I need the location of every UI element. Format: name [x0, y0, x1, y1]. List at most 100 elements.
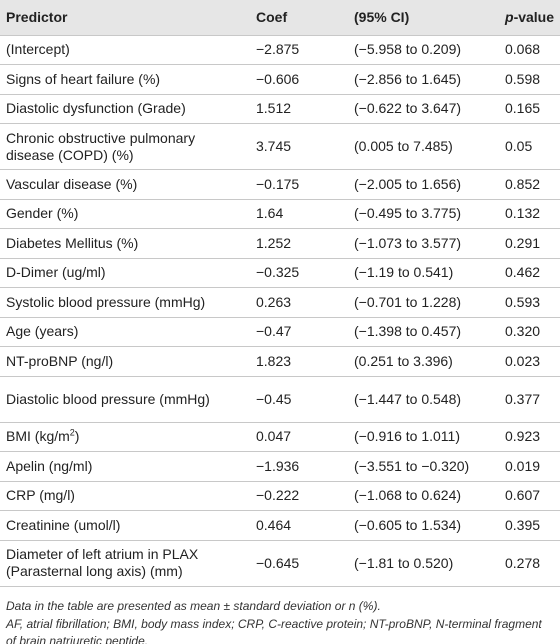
footnote-abbreviations: AF, atrial fibrillation; BMI, body mass …	[6, 616, 542, 644]
table-row: Age (years) −0.47 (−1.398 to 0.457) 0.320	[0, 317, 560, 347]
cell-coef: −0.222	[256, 487, 300, 504]
cell-predictor: Diameter of left atrium in PLAX (Paraste…	[0, 540, 237, 586]
cell-coef: −0.325	[256, 264, 300, 281]
table-row: BMI (kg/m2) 0.047 (−0.916 to 1.011) 0.923	[0, 422, 560, 452]
table-row: Diastolic blood pressure (mmHg) −0.45 (−1.…	[0, 376, 560, 422]
header-pvalue-p: p	[505, 9, 514, 26]
cell-ci: (−1.398 to 0.457)	[354, 323, 462, 340]
predictor-text: Age (years)	[6, 323, 79, 340]
cell-coef: 0.047	[256, 428, 292, 445]
predictor-text: Vascular disease (%)	[6, 175, 138, 192]
predictor-text: Diabetes Mellitus (%)	[6, 234, 139, 251]
table-row: Creatinine (umol/l) 0.464 (−0.605 to 1.534…	[0, 510, 560, 541]
cell-ci: (−0.701 to 1.228)	[354, 293, 462, 310]
cell-pvalue: 0.593	[505, 293, 541, 310]
table-body: (Intercept) −2.875 (−5.958 to 0.209) 0.068 S…	[0, 35, 560, 586]
predictor-text: Apelin (ng/ml)	[6, 457, 93, 474]
header-pvalue: p-value	[488, 0, 560, 35]
cell-coef: 3.745	[256, 138, 292, 154]
cell-coef: 1.823	[256, 352, 292, 369]
cell-ci: (−0.495 to 3.775)	[354, 205, 462, 222]
cell-ci: (−5.958 to 0.209)	[354, 41, 462, 58]
cell-ci: (−2.856 to 1.645)	[354, 70, 462, 87]
cell-pvalue: 0.023	[505, 352, 541, 369]
table-row: (Intercept) −2.875 (−5.958 to 0.209) 0.068	[0, 35, 560, 65]
predictor-text: Creatinine (umol/l)	[6, 516, 121, 533]
cell-predictor: Systolic blood pressure (mmHg)	[0, 288, 237, 318]
cell-ci: (−1.19 to 0.541)	[354, 264, 454, 281]
predictor-text: Signs of heart failure (%)	[6, 70, 161, 87]
cell-coef: −0.45	[256, 390, 292, 407]
cell-pvalue: 0.05	[505, 138, 533, 154]
table-row: Apelin (ng/ml) −1.936 (−3.551 to −0.320) 0.…	[0, 451, 560, 482]
cell-pvalue: 0.165	[505, 100, 541, 117]
cell-predictor: Signs of heart failure (%)	[0, 65, 237, 95]
table-row: Diabetes Mellitus (%) 1.252 (−1.073 to 3.5…	[0, 228, 560, 259]
cell-pvalue: 0.607	[505, 487, 541, 504]
cell-pvalue: 0.320	[505, 323, 541, 340]
cell-coef: 1.64	[256, 205, 284, 222]
predictor-superscript: 2	[69, 427, 75, 438]
cell-ci: (−1.068 to 0.624)	[354, 487, 462, 504]
header-pvalue-suffix: -value	[513, 9, 555, 26]
cell-predictor: D-Dimer (ug/ml)	[0, 258, 237, 288]
predictor-text: Diameter of left atrium in PLAX (Paraste…	[6, 546, 199, 579]
predictor-text: Gender (%)	[6, 205, 79, 222]
cell-pvalue: 0.395	[505, 516, 541, 533]
cell-predictor: Diastolic blood pressure (mmHg)	[0, 376, 237, 422]
cell-ci: (−3.551 to −0.320)	[354, 457, 470, 474]
cell-ci: (−1.073 to 3.577)	[354, 234, 462, 251]
cell-ci: (−1.81 to 0.520)	[354, 554, 454, 571]
table-row: Diastolic dysfunction (Grade) 1.512 (−0.62…	[0, 94, 560, 124]
table-row: Chronic obstructive pulmonary disease (C…	[0, 123, 560, 170]
table-row: NT-proBNP (ng/l) 1.823 (0.251 to 3.396) 0.0…	[0, 346, 560, 377]
cell-predictor: Creatinine (umol/l)	[0, 511, 237, 541]
predictor-text: CRP (mg/l)	[6, 487, 75, 504]
table-row: Gender (%) 1.64 (−0.495 to 3.775) 0.132	[0, 199, 560, 229]
cell-ci: (−0.916 to 1.011)	[354, 428, 460, 445]
footnote-data-format: Data in the table are presented as mean …	[6, 598, 381, 613]
cell-ci: (0.005 to 7.485)	[354, 138, 453, 154]
table-row: D-Dimer (ug/ml) −0.325 (−1.19 to 0.541) 0.4…	[0, 258, 560, 288]
cell-coef: 0.263	[256, 293, 292, 310]
predictor-text: BMI (kg/m	[6, 428, 70, 445]
table-row: Vascular disease (%) −0.175 (−2.005 to 1.6…	[0, 169, 560, 200]
table-row: Signs of heart failure (%) −0.606 (−2.856 …	[0, 64, 560, 95]
cell-pvalue: 0.019	[505, 457, 541, 474]
predictor-text: Systolic blood pressure (mmHg)	[6, 293, 206, 310]
cell-ci: (−1.447 to 0.548)	[354, 390, 462, 407]
cell-predictor: Apelin (ng/ml)	[0, 452, 237, 482]
cell-pvalue: 0.278	[505, 554, 541, 571]
predictor-text: Diastolic dysfunction (Grade)	[6, 100, 186, 117]
cell-coef: −0.606	[256, 70, 300, 87]
cell-pvalue: 0.598	[505, 70, 541, 87]
cell-pvalue: 0.377	[505, 390, 541, 407]
cell-predictor: Gender (%)	[0, 199, 237, 229]
cell-ci: (−0.605 to 1.534)	[354, 516, 462, 533]
table-row: CRP (mg/l) −0.222 (−1.068 to 0.624) 0.607	[0, 481, 560, 511]
predictor-text: Diastolic blood pressure (mmHg)	[6, 390, 210, 407]
cell-predictor: NT-proBNP (ng/l)	[0, 347, 237, 377]
cell-coef: −1.936	[256, 457, 300, 474]
predictor-text: D-Dimer (ug/ml)	[6, 264, 106, 281]
predictor-tail: )	[74, 428, 80, 445]
table-footnotes: Data in the table are presented as mean …	[0, 587, 560, 644]
predictor-text: Chronic obstructive pulmonary disease (C…	[6, 129, 196, 163]
cell-pvalue: 0.291	[505, 234, 541, 251]
cell-pvalue: 0.852	[505, 175, 541, 192]
predictor-text: NT-proBNP (ng/l)	[6, 352, 114, 369]
cell-predictor: Age (years)	[0, 317, 237, 347]
cell-predictor: CRP (mg/l)	[0, 481, 237, 511]
cell-coef: −0.175	[256, 175, 300, 192]
cell-predictor: Vascular disease (%)	[0, 170, 237, 200]
regression-table: Predictor Coef (95% CI) p-value (Interce…	[0, 0, 560, 586]
cell-coef: −2.875	[256, 41, 300, 58]
cell-predictor: Chronic obstructive pulmonary disease (C…	[0, 124, 237, 170]
cell-predictor: Diastolic dysfunction (Grade)	[0, 94, 237, 124]
table-header-row: Predictor Coef (95% CI) p-value	[0, 0, 560, 35]
cell-ci: (0.251 to 3.396)	[354, 352, 453, 369]
cell-coef: 1.512	[256, 100, 292, 117]
cell-coef: 1.252	[256, 234, 292, 251]
cell-coef: −0.47	[256, 323, 292, 340]
